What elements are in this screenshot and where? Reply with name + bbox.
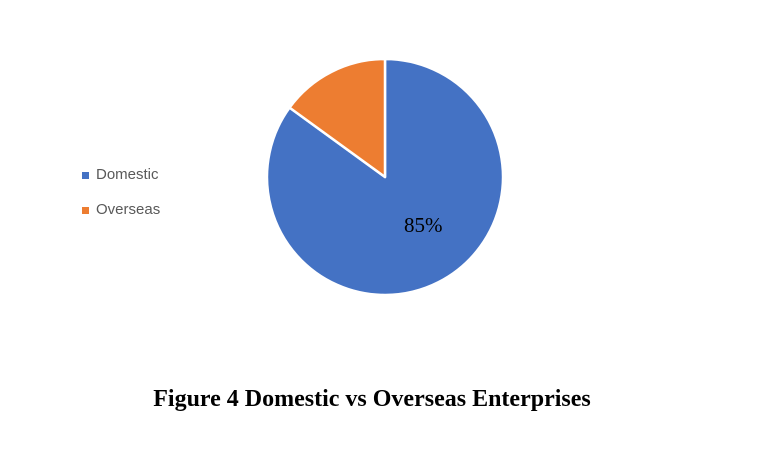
pie-data-label: 85% xyxy=(404,213,443,237)
legend-swatch-overseas-icon xyxy=(82,206,89,214)
figure-caption: Figure 4 Domestic vs Overseas Enterprise… xyxy=(153,386,591,412)
legend-label-domestic: Domestic xyxy=(96,166,159,183)
chart-legend: Domestic Overseas xyxy=(82,167,160,218)
legend-item-overseas: Overseas xyxy=(82,202,160,218)
legend-swatch-domestic-icon xyxy=(82,171,89,179)
legend-label-overseas: Overseas xyxy=(96,201,161,218)
pie-chart xyxy=(265,57,505,297)
pie-slice-overseas xyxy=(288,57,387,179)
legend-item-domestic: Domestic xyxy=(82,167,160,183)
